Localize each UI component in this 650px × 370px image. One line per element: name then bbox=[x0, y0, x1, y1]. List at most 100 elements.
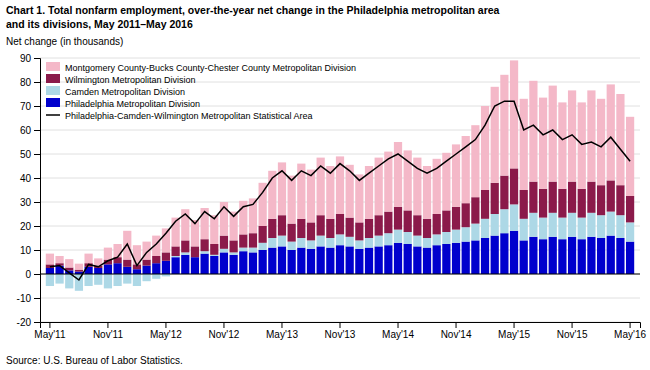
bar bbox=[597, 99, 605, 185]
x-tick-label: Nov'15 bbox=[557, 329, 588, 340]
bar bbox=[317, 236, 325, 247]
bar bbox=[326, 238, 334, 248]
bar bbox=[288, 224, 296, 242]
bar bbox=[142, 260, 150, 266]
legend-label: Wilmington Metropolitan Division bbox=[65, 75, 196, 85]
bar bbox=[162, 261, 170, 274]
x-axis: May'11Nov'11May'12Nov'12May'13Nov'13May'… bbox=[34, 322, 646, 340]
bar bbox=[481, 238, 489, 274]
y-tick-mark bbox=[34, 130, 40, 131]
bar bbox=[259, 250, 267, 274]
bar bbox=[539, 98, 547, 189]
bar bbox=[307, 240, 315, 248]
x-tick: May'13 bbox=[266, 322, 298, 340]
legend-swatch bbox=[46, 74, 60, 83]
y-tick: 50 bbox=[20, 149, 40, 160]
bar bbox=[384, 233, 392, 245]
bar bbox=[539, 218, 547, 240]
bar bbox=[616, 238, 624, 274]
bar bbox=[558, 218, 566, 240]
bar bbox=[607, 236, 615, 274]
bar bbox=[288, 250, 296, 274]
bar bbox=[510, 168, 518, 204]
bar bbox=[452, 230, 460, 243]
bar bbox=[471, 240, 479, 274]
bar bbox=[249, 248, 257, 253]
bar-series bbox=[46, 60, 634, 269]
bar bbox=[346, 246, 354, 274]
y-tick-mark bbox=[34, 298, 40, 299]
bar bbox=[201, 239, 209, 251]
bar bbox=[413, 246, 421, 274]
y-tick-label: 60 bbox=[20, 125, 32, 136]
x-tick-mark bbox=[281, 322, 282, 328]
bar bbox=[123, 260, 131, 267]
legend-swatch bbox=[46, 98, 60, 107]
x-tick-label: May'15 bbox=[498, 329, 530, 340]
bar bbox=[394, 243, 402, 274]
x-tick-label: May'16 bbox=[614, 329, 646, 340]
bar bbox=[307, 249, 315, 274]
bar bbox=[162, 252, 170, 260]
bar bbox=[500, 233, 508, 274]
bar bbox=[46, 274, 54, 286]
bar bbox=[181, 255, 189, 274]
legend: Montgomery County-Bucks County-Chester C… bbox=[46, 62, 356, 121]
bar bbox=[307, 222, 315, 240]
x-tick: Nov'14 bbox=[441, 322, 472, 340]
bar bbox=[616, 185, 624, 215]
y-tick: 90 bbox=[20, 53, 40, 64]
bar bbox=[568, 237, 576, 274]
bar bbox=[500, 209, 508, 233]
bar bbox=[462, 203, 470, 227]
bar bbox=[491, 236, 499, 274]
bar bbox=[355, 249, 363, 274]
bar bbox=[404, 210, 412, 232]
bar bbox=[607, 212, 615, 236]
bar bbox=[539, 189, 547, 218]
chart: Chart 1. Total nonfarm employment, over-… bbox=[0, 0, 650, 370]
bar bbox=[394, 230, 402, 243]
bar bbox=[355, 174, 363, 222]
bar bbox=[152, 263, 160, 274]
title: Chart 1. Total nonfarm employment, over-… bbox=[6, 4, 500, 16]
bar bbox=[230, 252, 238, 254]
x-tick-mark bbox=[572, 322, 573, 328]
marks bbox=[46, 60, 634, 290]
bar bbox=[172, 257, 180, 274]
y-tick-label: 20 bbox=[20, 221, 32, 232]
bar bbox=[452, 207, 460, 230]
zero-line bbox=[40, 274, 640, 275]
grid bbox=[40, 58, 640, 322]
y-tick: -20 bbox=[17, 317, 40, 328]
y-tick: -10 bbox=[17, 293, 40, 304]
x-tick: May'15 bbox=[498, 322, 530, 340]
bar bbox=[587, 182, 595, 213]
bar bbox=[597, 215, 605, 238]
x-axis-line bbox=[41, 323, 641, 329]
bar bbox=[433, 234, 441, 245]
bar bbox=[220, 252, 228, 274]
y-tick-mark bbox=[34, 178, 40, 179]
bar bbox=[442, 210, 450, 232]
bar bbox=[375, 246, 383, 274]
bar bbox=[423, 238, 431, 248]
x-tick: May'14 bbox=[382, 322, 414, 340]
bar bbox=[481, 219, 489, 238]
y-tick-mark bbox=[34, 250, 40, 251]
bar bbox=[268, 219, 276, 238]
bar bbox=[249, 233, 257, 247]
bar bbox=[317, 246, 325, 274]
y-tick-mark bbox=[34, 322, 40, 323]
bar bbox=[113, 263, 121, 274]
y-tick-mark bbox=[34, 106, 40, 107]
bar bbox=[549, 237, 557, 274]
bar bbox=[55, 274, 63, 284]
bar bbox=[336, 245, 344, 274]
bar bbox=[104, 264, 112, 274]
y-tick-label: 50 bbox=[20, 149, 32, 160]
bar bbox=[578, 218, 586, 240]
y-tick-label: 10 bbox=[20, 245, 32, 256]
bar bbox=[142, 266, 150, 274]
x-tick: Nov'15 bbox=[557, 322, 588, 340]
